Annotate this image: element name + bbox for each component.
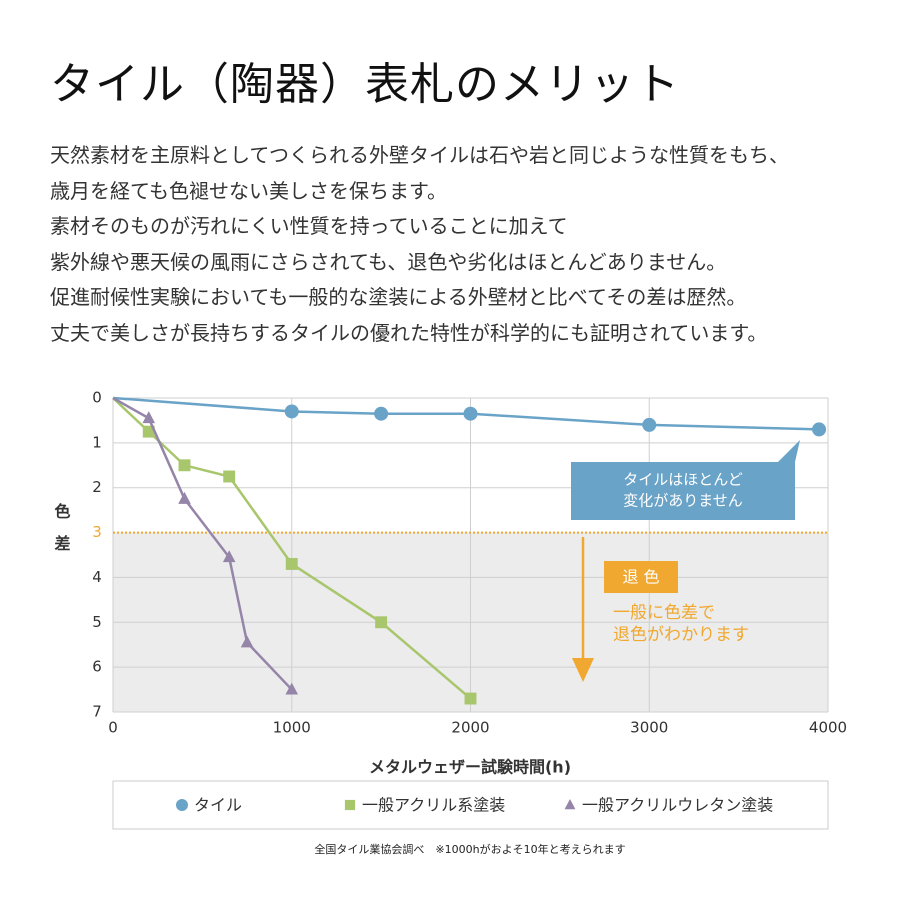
paragraph-line: 丈夫で美しさが長持ちするタイルの優れた特性が科学的にも証明されています。 [50,320,768,345]
marker [642,417,657,432]
series-line [112,396,293,691]
paragraph-line: 歳月を経ても色褪せない美しさを保ちます。 [50,178,447,203]
y-tick-label: 5 [92,613,102,631]
callout-text: タイルはほとんど [623,471,743,489]
fade-label-box [604,561,678,593]
legend-label: タイル [194,796,242,815]
y-tick-label: 3 [92,523,102,541]
marker [223,470,236,483]
fade-label: 退 色 [622,568,659,587]
paragraph-line: 素材そのものが汚れにくい性質を持っていることに加えて [50,214,568,238]
series-line [112,396,820,431]
legend-marker [564,799,576,810]
legend-label: 一般アクリル系塗装 [362,796,505,815]
callout-box [571,440,800,520]
marker [375,616,388,629]
marker [142,425,155,438]
x-tick-label: 0 [108,719,118,737]
marker [285,682,299,695]
legend-marker [176,799,188,811]
marker [178,491,191,504]
fade-arrowhead [572,658,594,682]
marker [142,411,156,424]
marker [812,422,827,437]
y-tick-label: 2 [92,478,102,496]
callout-text: 変化がありません [623,492,743,510]
marker [222,550,236,563]
marker [240,635,254,648]
fade-note: 一般に色差で [613,603,715,623]
y-tick-label: 0 [92,389,102,407]
marker [463,406,478,421]
marker [285,558,298,570]
marker [374,406,389,421]
paragraph: 天然素材を主原料としてつくられる外壁タイルは石や岩と同じような性質をもち、 歳月を… [50,138,890,351]
paragraph-line: 紫外線や悪天候の風雨にさらされても、退色や劣化はほとんどありません。 [50,249,727,274]
fade-note: 退色がわかります [613,625,749,645]
y-tick-label: 7 [92,703,102,721]
y-tick-label: 1 [92,433,102,451]
source-note: 全国タイル業協会調べ ※1000hがおよそ10年と考えられます [314,842,625,856]
y-tick-label: 4 [92,568,102,586]
title: タイル（陶器）表札のメリット [50,59,680,110]
x-axis-label: メタルウェザー試験時間(h) [369,758,571,777]
marker [464,692,477,705]
legend-label: 一般アクリルウレタン塗装 [582,796,773,815]
y-tick-label: 6 [92,658,102,676]
legend-marker [344,799,356,811]
legend-box [112,780,829,830]
paragraph-line: 促進耐候性実験においても一般的な塗装による外壁材と比べてその差は歴然。 [50,285,747,309]
x-tick-label: 2000 [451,719,489,737]
y-axis-label: 色差 [52,502,71,567]
marker [284,404,299,419]
marker [178,459,191,472]
paragraph-line: 天然素材を主原料としてつくられる外壁タイルは石や岩と同じような性質をもち、 [50,143,789,167]
x-tick-label: 3000 [630,719,668,737]
x-tick-label: 4000 [809,719,847,737]
x-tick-label: 1000 [273,719,311,737]
